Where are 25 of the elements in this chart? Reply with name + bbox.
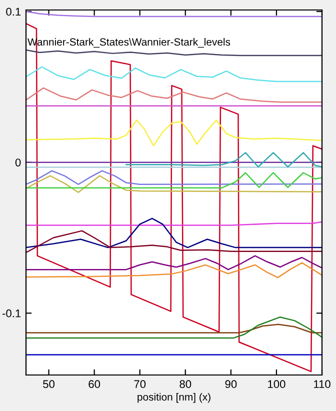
line-series <box>26 172 322 188</box>
line-series <box>26 324 322 334</box>
y-tick-label: -0.1 <box>2 309 21 318</box>
line-series <box>26 66 322 82</box>
line-series <box>26 218 322 248</box>
x-tick-label: 110 <box>314 380 330 388</box>
x-tick-label: 80 <box>180 380 192 388</box>
x-tick-label: 100 <box>268 380 286 388</box>
line-series <box>26 119 322 146</box>
line-series <box>26 255 322 270</box>
line-series <box>26 22 322 372</box>
line-series <box>26 230 322 254</box>
y-tick-label: 0.1 <box>6 8 21 16</box>
line-series <box>26 175 322 193</box>
x-tick-label: 90 <box>225 380 237 388</box>
x-tick-label: 50 <box>43 380 55 388</box>
y-tick-label: 0 <box>15 158 21 166</box>
x-axis-title: position [nm] (x) <box>138 392 210 403</box>
line-series <box>26 316 322 339</box>
line-series <box>126 152 322 168</box>
x-tick-label: 60 <box>88 380 100 388</box>
x-tick-label: 70 <box>134 380 146 388</box>
line-series <box>26 170 322 185</box>
line-series <box>26 262 322 278</box>
line-series <box>26 87 322 103</box>
